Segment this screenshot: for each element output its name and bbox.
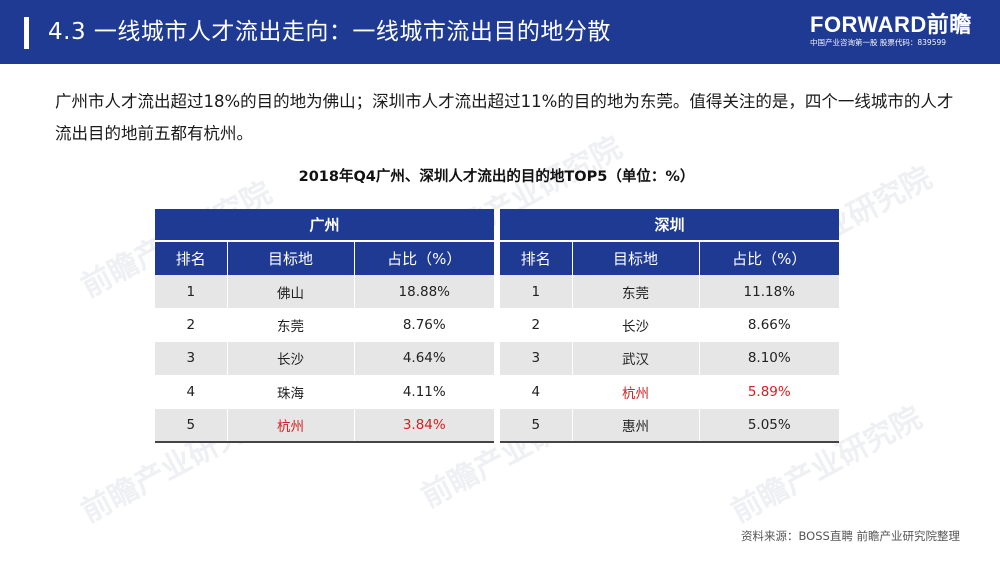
table-row: 1 东莞 11.18% [500,275,840,309]
logo-wordmark: FORWARD前瞻 [810,12,972,37]
title-accent-bar [24,17,29,49]
intro-paragraph: 广州市人才流出超过18%的目的地为佛山；深圳市人才流出超过11%的目的地为东莞。… [55,92,954,143]
rank-cell: 2 [500,308,573,342]
rank-cell: 3 [500,341,573,376]
rank-cell: 3 [155,341,228,376]
rank-cell: 4 [155,375,228,409]
table-row: 4 杭州 5.89% [500,375,840,409]
title-bar: 4.3 一线城市人才流出走向：一线城市流出目的地分散 FORWARD前瞻 中国产… [0,0,1000,64]
share-cell-highlighted: 3.84% [354,408,495,443]
source-note: 资料来源：BOSS直聘 前瞻产业研究院整理 [741,529,960,543]
rank-cell: 4 [500,375,573,409]
logo-tagline: 中国产业咨询第一股 股票代码：839599 [810,38,947,47]
destination-cell: 惠州 [572,408,700,443]
table-city-header: 深圳 [500,209,840,242]
forward-logo: FORWARD前瞻 中国产业咨询第一股 股票代码：839599 [810,12,972,53]
column-header-share: 占比（%） [699,241,840,275]
share-cell-highlighted: 5.89% [699,375,840,409]
share-cell: 4.64% [354,341,495,376]
share-cell: 11.18% [699,275,840,309]
column-header-rank: 排名 [155,241,228,275]
table-row: 5 惠州 5.05% [500,408,840,443]
table-title: 2018年Q4广州、深圳人才流出的目的地TOP5（单位：%） [298,169,695,185]
share-cell: 8.66% [699,308,840,342]
destination-cell: 东莞 [572,275,700,309]
destination-cell-highlighted: 杭州 [572,375,700,409]
destination-cell: 武汉 [572,341,700,376]
share-cell: 18.88% [354,275,495,309]
rank-cell: 1 [155,275,228,309]
page-title: 4.3 一线城市人才流出走向：一线城市流出目的地分散 [48,19,611,45]
destination-cell-highlighted: 杭州 [227,408,355,443]
column-header-destination: 目标地 [227,241,355,275]
destination-cell: 长沙 [572,308,700,342]
table-row: 5 杭州 3.84% [155,408,495,443]
share-cell: 8.76% [354,308,495,342]
share-cell: 8.10% [699,341,840,376]
column-header-rank: 排名 [500,241,573,275]
share-cell: 5.05% [699,408,840,443]
destination-cell: 长沙 [227,341,355,376]
table-row: 2 东莞 8.76% [155,308,495,342]
rank-cell: 1 [500,275,573,309]
rank-cell: 5 [500,408,573,443]
destination-cell: 东莞 [227,308,355,342]
column-header-share: 占比（%） [354,241,495,275]
rank-cell: 2 [155,308,228,342]
table-row: 2 长沙 8.66% [500,308,840,342]
table-row: 1 佛山 18.88% [155,275,495,309]
destination-cell: 佛山 [227,275,355,309]
rank-cell: 5 [155,408,228,443]
table-row: 4 珠海 4.11% [155,375,495,409]
table-row: 3 武汉 8.10% [500,341,840,376]
shenzhen-table: 深圳 排名 目标地 占比（%） 1 东莞 11.18% 2 长沙 8.66% 3… [500,209,840,443]
table-row: 3 长沙 4.64% [155,341,495,376]
table-city-header: 广州 [155,209,495,242]
destination-cell: 珠海 [227,375,355,409]
column-header-destination: 目标地 [572,241,700,275]
share-cell: 4.11% [354,375,495,409]
guangzhou-table: 广州 排名 目标地 占比（%） 1 佛山 18.88% 2 东莞 8.76% 3… [155,209,495,443]
